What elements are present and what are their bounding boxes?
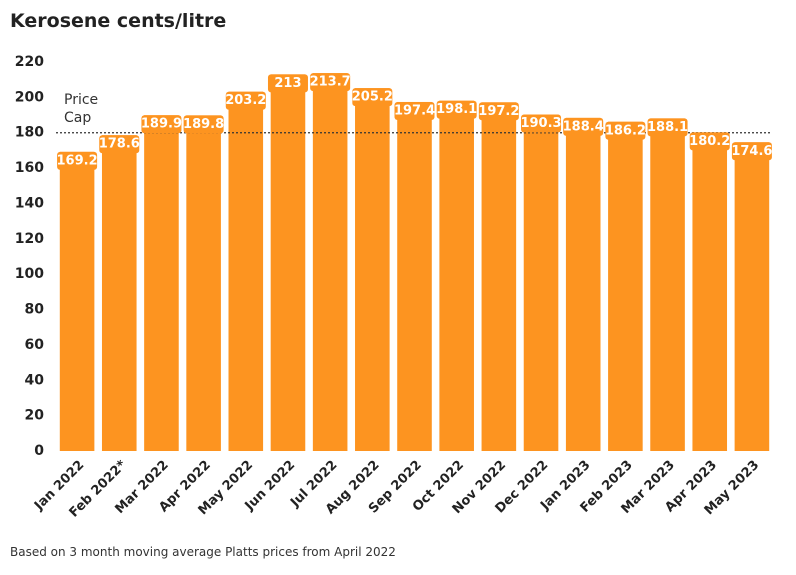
y-tick-label: 40 [25,372,45,388]
value-label-bg [183,115,224,134]
value-label-bg [731,142,772,161]
value-label: 188.1 [647,120,688,135]
bar [59,151,95,451]
y-tick-label: 120 [15,231,44,247]
y-tick-label: 20 [25,408,45,424]
bar [439,100,474,452]
y-tick-label: 180 [15,125,44,141]
value-label-bg [310,73,351,92]
value-label-bg [563,117,604,136]
bar [608,121,643,452]
value-label-bg [57,151,98,170]
bar [650,118,685,451]
value-label: 178.6 [99,137,140,152]
value-label: 197.2 [478,104,519,119]
value-label-bg [521,114,562,133]
value-label-bg [689,132,730,151]
y-tick-label: 60 [25,337,45,353]
bar [101,135,137,451]
value-label: 203.2 [225,93,266,108]
y-tick-label: 200 [15,89,44,105]
bar [144,115,179,451]
bar [270,74,306,452]
value-label: 213.7 [310,75,351,90]
bar [565,117,601,451]
value-label: 190.3 [520,116,561,131]
chart-title: Kerosene cents/litre [10,10,227,32]
y-tick-label: 140 [15,195,44,211]
value-label: 197.4 [394,103,435,118]
value-label: 205.2 [352,90,393,105]
value-label-bg [225,91,266,110]
bar [692,132,728,451]
value-label: 198.1 [436,102,477,117]
bar [312,73,348,452]
bar [481,102,517,451]
value-label: 186.2 [605,123,646,138]
bar [186,115,221,451]
bar [397,101,432,451]
value-label: 213 [274,76,301,91]
value-label: 180.2 [689,134,730,149]
value-label-bg [436,100,477,119]
value-label-bg [647,118,688,137]
value-label: 189.9 [141,117,182,132]
value-label-bg [141,115,182,134]
y-tick-label: 0 [34,443,44,459]
bar [523,114,559,451]
value-label: 188.4 [563,119,604,134]
footnote: Based on 3 month moving average Platts p… [10,545,396,559]
value-label: 189.8 [183,117,224,132]
y-tick-label: 160 [15,160,44,176]
value-label: 169.2 [57,153,98,168]
bar [355,88,390,451]
y-tick-label: 220 [15,54,44,70]
value-label-bg [605,121,646,140]
value-label: 174.6 [731,144,772,159]
value-label-bg [352,88,393,107]
y-tick-label: 100 [15,266,44,282]
y-tick-label: 80 [25,302,45,318]
bar [228,91,264,452]
value-label-bg [99,135,140,154]
value-label-bg [478,102,519,121]
bar [734,142,770,451]
value-label-bg [267,74,308,93]
reference-label: Price Cap [64,92,99,126]
value-label-bg [394,101,435,120]
